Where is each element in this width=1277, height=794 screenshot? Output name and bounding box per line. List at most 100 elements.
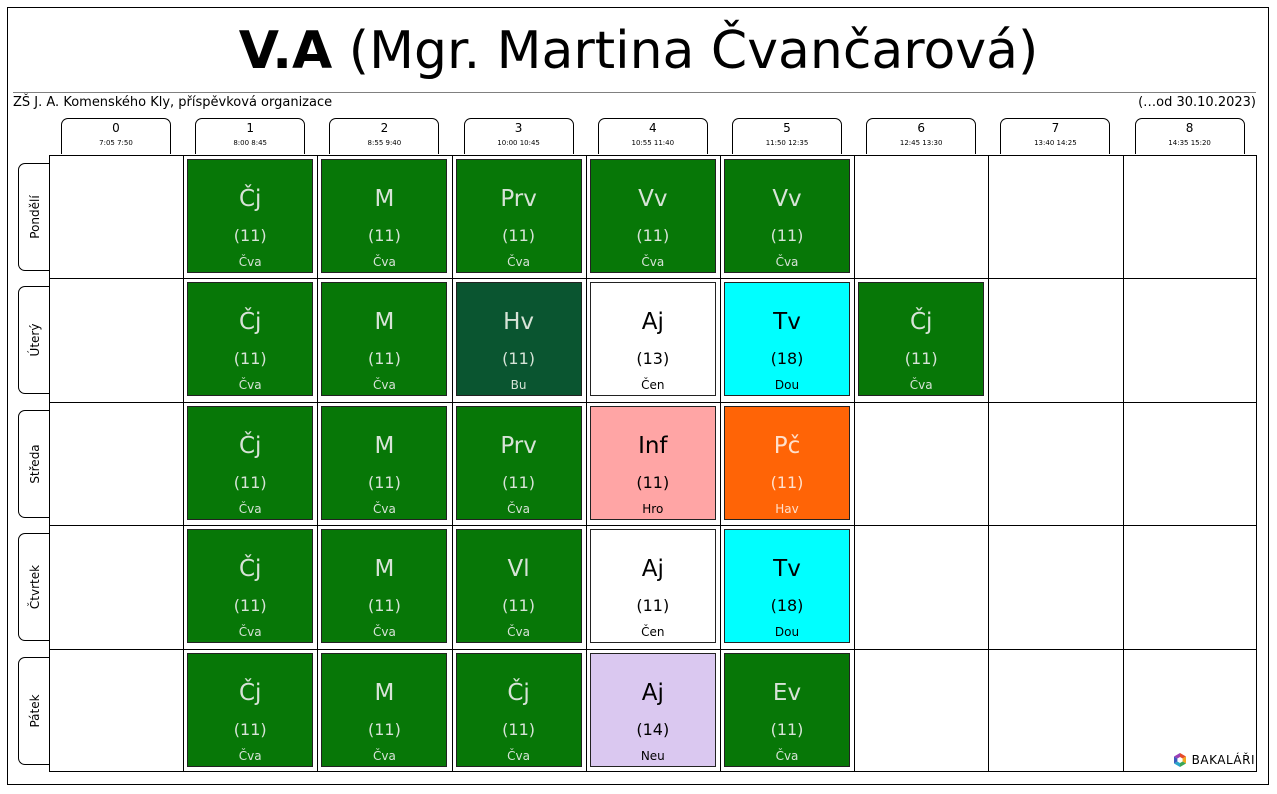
lesson-cell[interactable]: Tv (18) Dou xyxy=(724,529,850,644)
day-label-3: Čtvrtek xyxy=(18,533,50,642)
day-label-4: Pátek xyxy=(18,656,50,765)
day-label-1: Úterý xyxy=(18,286,50,395)
lesson-teacher: Čva xyxy=(507,255,531,269)
lesson-subject: M xyxy=(374,309,395,336)
period-header-2: 2 8:55 9:40 xyxy=(329,118,440,154)
lesson-cell[interactable]: Pč (11) Hav xyxy=(724,405,850,520)
lesson-cell[interactable]: Čj (11) Čva xyxy=(187,282,314,397)
day-name: Pátek xyxy=(27,694,42,728)
grid-column-divider xyxy=(720,155,721,772)
period-number: 8 xyxy=(1185,121,1194,135)
lesson-room: (11) xyxy=(233,472,267,492)
lesson-room: (11) xyxy=(636,596,670,616)
lesson-subject: Vv xyxy=(638,186,668,212)
lesson-subject: Ev xyxy=(772,679,802,706)
lesson-subject: Čj xyxy=(238,556,262,583)
lesson-teacher: Dou xyxy=(774,378,800,393)
period-header-7: 7 13:40 14:25 xyxy=(1000,118,1111,154)
lesson-subject: M xyxy=(374,432,395,459)
period-time: 12:45 13:30 xyxy=(899,139,943,147)
period-time: 8:00 8:45 xyxy=(233,139,268,147)
lesson-subject: Aj xyxy=(641,556,664,583)
lesson-subject: Tv xyxy=(773,309,801,336)
day-name: Čtvrtek xyxy=(27,565,42,610)
lesson-subject: Čj xyxy=(238,679,262,706)
lesson-subject: Čj xyxy=(238,186,262,212)
lesson-room: (11) xyxy=(502,596,536,616)
lesson-teacher: Čva xyxy=(372,255,396,269)
lesson-cell[interactable]: M (11) Čva xyxy=(321,405,448,520)
lesson-teacher: Čva xyxy=(238,748,262,763)
grid-column-divider xyxy=(988,155,990,772)
period-time: 8:55 9:40 xyxy=(367,139,402,147)
lesson-room: (11) xyxy=(233,719,267,739)
lesson-teacher: Dou xyxy=(774,625,800,640)
lesson-teacher: Čva xyxy=(507,625,531,640)
day-label-2: Středa xyxy=(18,409,50,518)
lesson-teacher: Čva xyxy=(372,501,396,516)
lesson-cell[interactable]: Tv (18) Dou xyxy=(724,282,850,397)
lesson-cell[interactable]: Hv (11) Bu xyxy=(455,282,582,397)
period-number: 7 xyxy=(1051,121,1060,135)
period-number: 2 xyxy=(380,121,389,135)
lesson-subject: Vl xyxy=(507,556,530,583)
lesson-teacher: Čva xyxy=(238,501,262,516)
grid-column-divider xyxy=(317,155,319,772)
lesson-cell[interactable]: M (11) Čva xyxy=(321,652,448,767)
lesson-room: (11) xyxy=(636,472,670,492)
lesson-room: (11) xyxy=(367,226,401,245)
lesson-cell[interactable]: Čj (11) Čva xyxy=(187,652,314,767)
school-name: ZŠ J. A. Komenského Kly, příspěvková org… xyxy=(13,95,333,110)
lesson-cell[interactable]: Aj (11) Čen xyxy=(589,529,716,644)
lesson-teacher: Čva xyxy=(238,255,262,269)
lesson-cell[interactable]: Čj (11) Čva xyxy=(455,652,582,767)
lesson-cell[interactable]: Prv (11) Čva xyxy=(455,159,582,273)
period-time: 14:35 15:20 xyxy=(1168,139,1211,147)
lesson-cell[interactable]: Aj (14) Neu xyxy=(589,652,716,767)
lesson-cell[interactable]: Inf (11) Hro xyxy=(589,405,716,520)
lesson-cell[interactable]: Čj (11) Čva xyxy=(187,405,314,520)
lesson-cell[interactable]: M (11) Čva xyxy=(321,282,448,397)
bakalari-logo: BAKALÁŘI xyxy=(1172,752,1255,768)
grid-column-divider xyxy=(183,155,185,772)
lesson-teacher: Čva xyxy=(238,378,262,393)
lesson-teacher: Hro xyxy=(642,501,664,516)
lesson-teacher: Čen xyxy=(641,625,665,640)
timetable-frame xyxy=(7,7,1269,785)
lesson-subject: Prv xyxy=(500,186,537,212)
lesson-cell[interactable]: Prv (11) Čva xyxy=(455,405,582,520)
lesson-teacher: Čva xyxy=(775,748,799,763)
period-header-6: 6 12:45 13:30 xyxy=(866,118,977,154)
lesson-cell[interactable]: Ev (11) Čva xyxy=(724,652,850,767)
period-number: 1 xyxy=(246,121,254,135)
lesson-cell[interactable]: Čj (11) Čva xyxy=(187,159,314,273)
grid-column-divider xyxy=(1122,155,1124,772)
lesson-cell[interactable]: Čj (11) Čva xyxy=(187,529,314,644)
lesson-cell[interactable]: Vv (11) Čva xyxy=(724,159,850,273)
lesson-cell[interactable]: M (11) Čva xyxy=(321,529,448,644)
valid-from-date: (…od 30.10.2023) xyxy=(1138,95,1256,110)
lesson-cell[interactable]: Vl (11) Čva xyxy=(455,529,582,644)
lesson-room: (18) xyxy=(770,596,804,616)
period-time: 11:50 12:35 xyxy=(765,139,809,147)
lesson-room: (11) xyxy=(502,719,536,739)
lesson-subject: Tv xyxy=(773,556,801,583)
period-number: 5 xyxy=(783,121,791,135)
lesson-cell[interactable]: Čj (11) Čva xyxy=(858,282,985,397)
period-number: 0 xyxy=(112,121,120,135)
lesson-subject: M xyxy=(374,679,395,706)
lesson-teacher: Čva xyxy=(372,625,396,640)
lesson-room: (11) xyxy=(502,226,536,245)
period-number: 6 xyxy=(917,121,925,135)
lesson-subject: Vv xyxy=(772,186,802,212)
lesson-subject: Čj xyxy=(909,309,933,336)
lesson-cell[interactable]: M (11) Čva xyxy=(321,159,448,273)
lesson-subject: Pč xyxy=(773,432,801,459)
lesson-cell[interactable]: Aj (13) Čen xyxy=(589,282,716,397)
lesson-teacher: Čen xyxy=(641,378,665,393)
lesson-room: (11) xyxy=(502,349,536,369)
lesson-teacher: Bu xyxy=(510,378,527,393)
lesson-subject: Čj xyxy=(507,679,530,706)
grid-row-divider xyxy=(49,648,1257,650)
lesson-cell[interactable]: Vv (11) Čva xyxy=(589,159,716,273)
